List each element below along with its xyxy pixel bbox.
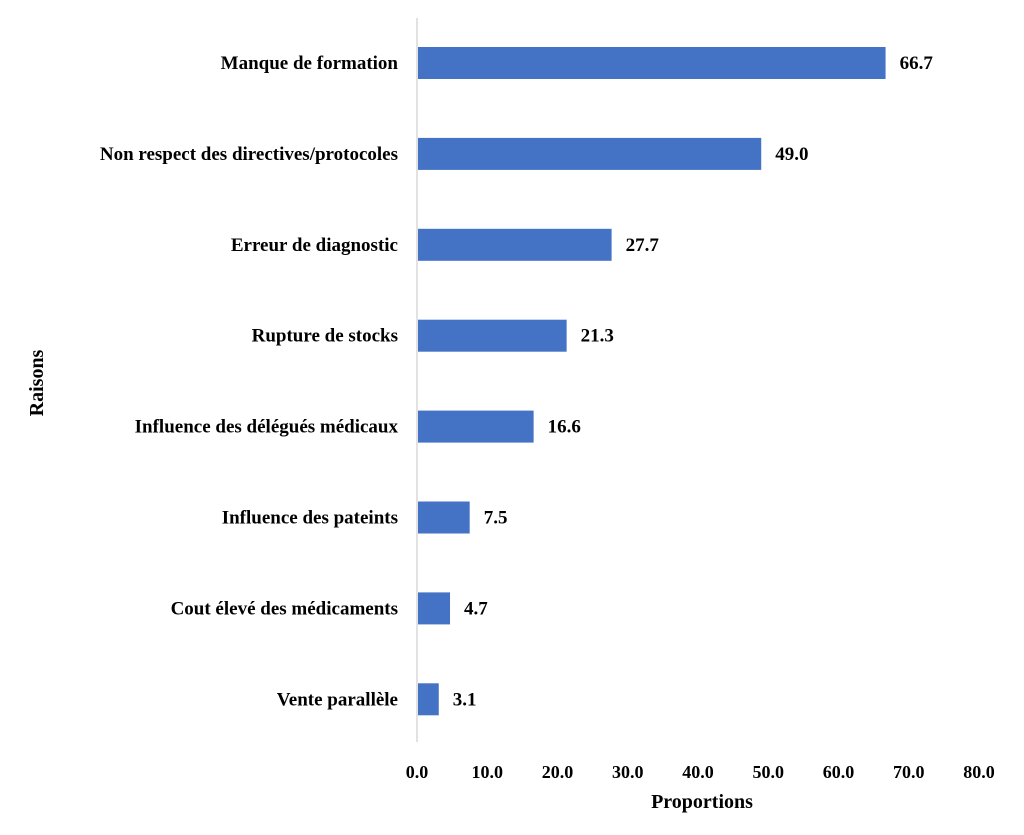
x-tick-label: 40.0 (682, 762, 714, 782)
data-label: 27.7 (626, 235, 660, 256)
x-tick-label: 20.0 (542, 762, 574, 782)
bars-layer (418, 47, 886, 716)
category-label: Rupture de stocks (252, 326, 398, 347)
x-axis-title: Proportions (651, 791, 753, 813)
x-tick-label: 50.0 (753, 762, 785, 782)
bar (418, 592, 451, 625)
x-tick-label: 80.0 (963, 762, 995, 782)
category-label: Influence des délégués médicaux (135, 417, 399, 438)
x-tick-label: 30.0 (612, 762, 644, 782)
bar (418, 319, 567, 352)
category-label: Cout élevé des médicaments (171, 598, 398, 619)
data-label: 66.7 (900, 53, 934, 74)
x-tick-label: 70.0 (893, 762, 925, 782)
category-label: Manque de formation (221, 53, 399, 74)
x-tick-label: 10.0 (472, 762, 504, 782)
data-label: 21.3 (581, 326, 614, 347)
category-label: Erreur de diagnostic (231, 235, 398, 256)
x-tick-label: 0.0 (406, 762, 429, 782)
x-tick-label: 60.0 (823, 762, 855, 782)
data-label: 16.6 (548, 417, 581, 438)
bar (418, 228, 612, 261)
labels-layer: Manque de formation 66.7 Non respect des d… (100, 53, 995, 782)
data-label: 3.1 (453, 689, 477, 710)
data-label: 49.0 (775, 144, 808, 165)
category-label: Non respect des directives/protocoles (100, 144, 398, 165)
y-axis-title: Raisons (26, 349, 48, 416)
data-label: 7.5 (484, 508, 508, 529)
bar (418, 137, 762, 170)
category-label: Influence des pateints (222, 508, 398, 529)
bar (418, 683, 439, 716)
bar (418, 501, 470, 534)
data-label: 4.7 (464, 598, 488, 619)
bar (418, 410, 534, 443)
category-label: Vente parallèle (277, 689, 398, 710)
bar (418, 47, 886, 79)
